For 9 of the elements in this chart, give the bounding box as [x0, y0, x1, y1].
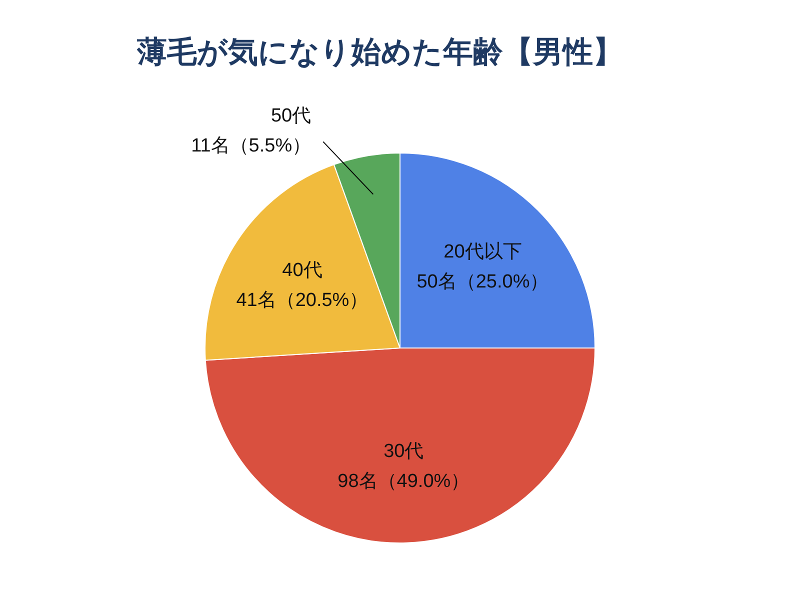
data-label: 98名（49.0%）	[338, 470, 470, 492]
data-label: 11名（5.5%）	[191, 136, 312, 157]
slice-label: 40代	[282, 260, 322, 281]
slice-label: 30代	[384, 440, 424, 462]
slice-label: 50代	[270, 106, 312, 127]
chart-title: 薄毛が気になり始めた年齢【男性】	[136, 36, 623, 69]
slice-label: 20代以下	[444, 241, 522, 262]
data-label: 41名（20.5%）	[236, 290, 368, 311]
data-label: 50名（25.0%）	[416, 271, 549, 292]
